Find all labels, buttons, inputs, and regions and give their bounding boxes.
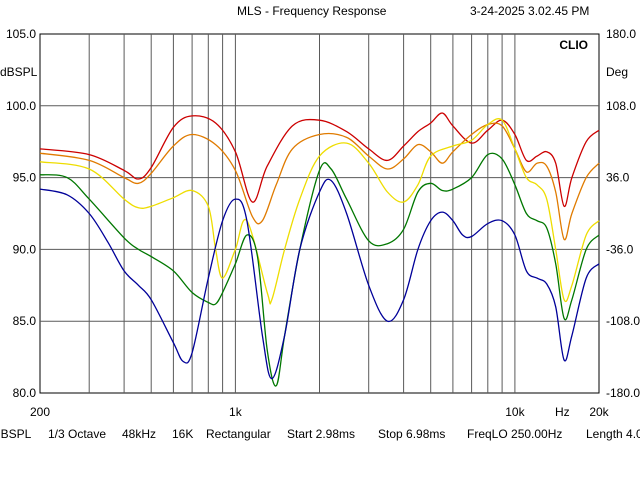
y2-tick-label: 180.0 <box>606 27 636 41</box>
y-tick-label: 85.0 <box>13 314 37 328</box>
series-line-5 <box>39 178 600 380</box>
timestamp: 3-24-2025 3.02.45 PM <box>470 4 590 18</box>
footer-sample-rate: 48kHz <box>122 427 157 441</box>
footer-stop: Stop 6.98ms <box>378 427 446 441</box>
y-tick-label: 90.0 <box>13 242 37 256</box>
y2-tick-label: -180.0 <box>606 386 640 400</box>
y-tick-label: 80.0 <box>13 386 37 400</box>
x-tick-label: 200 <box>30 405 50 419</box>
x-axis-unit: Hz <box>555 405 570 419</box>
y2-tick-label: 108.0 <box>606 99 636 113</box>
footer-length: Length 4.00ms <box>586 427 640 441</box>
footer-unit: dBSPL <box>0 427 32 441</box>
y2-axis-title: Deg <box>606 65 628 79</box>
y-tick-label: 95.0 <box>13 171 37 185</box>
series-line-2 <box>39 122 600 241</box>
x-tick-label: 20k <box>589 405 609 419</box>
y2-tick-label: -108.0 <box>606 314 640 328</box>
x-tick-label: 1k <box>229 405 243 419</box>
y2-tick-label: 36.0 <box>606 171 630 185</box>
y2-tick-label: -36.0 <box>606 242 634 256</box>
footer-window: Rectangular <box>206 427 271 441</box>
footer-size: 16K <box>172 427 194 441</box>
y-tick-label: 100.0 <box>6 99 36 113</box>
x-tick-label: 10k <box>505 405 525 419</box>
footer-smoothing: 1/3 Octave <box>48 427 107 441</box>
series-line-1 <box>39 112 600 207</box>
series-line-3 <box>39 118 600 305</box>
footer-bar: dBSPL 1/3 Octave 48kHz 16K Rectangular S… <box>0 427 640 443</box>
footer-start: Start 2.98ms <box>287 427 356 441</box>
y-tick-label: 105.0 <box>6 27 36 41</box>
brand-label: CLIO <box>559 38 588 52</box>
chart-title: MLS - Frequency Response <box>237 4 387 18</box>
series-line-4 <box>39 152 600 387</box>
footer-freqlo: FreqLO 250.00Hz <box>467 427 563 441</box>
y-axis-title: dBSPL <box>0 65 38 79</box>
